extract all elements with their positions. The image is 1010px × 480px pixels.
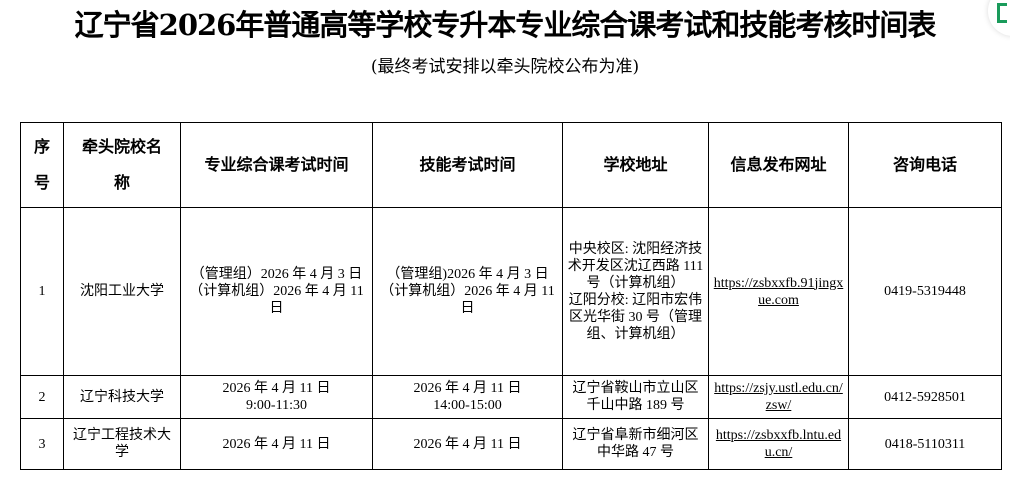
cell-school: 辽宁科技大学	[63, 375, 181, 419]
header-addr: 学校地址	[562, 122, 709, 208]
table-row: 2 辽宁科技大学 2026 年 4 月 11 日 9:00-11:30 2026…	[20, 375, 1002, 419]
header-school: 牵头院校名称	[63, 122, 181, 208]
page-title: 辽宁省2026年普通高等学校专升本专业综合课考试和技能考核时间表	[74, 8, 937, 42]
cell-no: 2	[20, 375, 64, 419]
header-url: 信息发布网址	[708, 122, 849, 208]
table-header-row: 序号 牵头院校名称 专业综合课考试时间 技能考试时间 学校地址 信息发布网址 咨…	[20, 122, 1002, 208]
url-link[interactable]: https://zsjy.ustl.edu.cn/zsw/	[714, 381, 843, 413]
header-no: 序号	[20, 122, 64, 208]
cell-phone: 0412-5928501	[848, 375, 1002, 419]
cell-skill: 2026 年 4 月 11 日	[372, 418, 563, 470]
cell-skill: （管理组)2026 年 4 月 3 日 （计算机组）2026 年 4 月 11 …	[372, 207, 563, 376]
cell-comp: 2026 年 4 月 11 日 9:00-11:30	[180, 375, 373, 419]
cell-skill: 2026 年 4 月 11 日 14:00-15:00	[372, 375, 563, 419]
cell-url: https://zsbxxfb.lntu.edu.cn/	[708, 418, 849, 470]
cell-addr: 辽宁省阜新市细河区中华路 47 号	[562, 418, 709, 470]
cell-phone: 0419-5319448	[848, 207, 1002, 376]
cell-phone: 0418-5110311	[848, 418, 1002, 470]
table-row: 3 辽宁工程技术大学 2026 年 4 月 11 日 2026 年 4 月 11…	[20, 418, 1002, 470]
table-row: 1 沈阳工业大学 （管理组）2026 年 4 月 3 日 （计算机组）2026 …	[20, 207, 1002, 376]
cell-url: https://zsbxxfb.91jingxue.com	[708, 207, 849, 376]
cell-addr: 中央校区: 沈阳经济技术开发区沈辽西路 111 号（计算机组） 辽阳分校: 辽阳…	[562, 207, 709, 376]
header-comp: 专业综合课考试时间	[180, 122, 373, 208]
cell-school: 沈阳工业大学	[63, 207, 181, 376]
cell-school: 辽宁工程技术大学	[63, 418, 181, 470]
cell-comp: （管理组）2026 年 4 月 3 日 （计算机组）2026 年 4 月 11 …	[180, 207, 373, 376]
app-icon	[997, 3, 1007, 23]
schedule-table: 序号 牵头院校名称 专业综合课考试时间 技能考试时间 学校地址 信息发布网址 咨…	[20, 122, 1002, 470]
cell-url: https://zsjy.ustl.edu.cn/zsw/	[708, 375, 849, 419]
page-subtitle: (最终考试安排以牵头院校公布为准)	[370, 57, 640, 77]
cell-addr: 辽宁省鞍山市立山区千山中路 189 号	[562, 375, 709, 419]
header-phone: 咨询电话	[848, 122, 1002, 208]
floating-app-button[interactable]	[988, 0, 1010, 36]
url-link[interactable]: https://zsbxxfb.lntu.edu.cn/	[715, 428, 842, 460]
cell-no: 3	[20, 418, 64, 470]
cell-comp: 2026 年 4 月 11 日	[180, 418, 373, 470]
header-skill: 技能考试时间	[372, 122, 563, 208]
url-link[interactable]: https://zsbxxfb.91jingxue.com	[713, 275, 844, 308]
cell-no: 1	[20, 207, 64, 376]
